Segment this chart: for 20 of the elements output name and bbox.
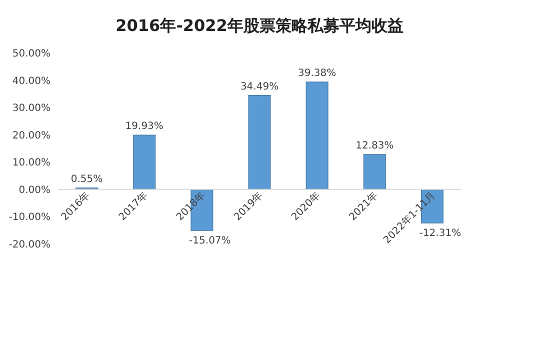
y-tick-label: -20.00% (8, 240, 50, 250)
y-tick-label: 0.00% (18, 184, 50, 196)
data-label: -15.07% (189, 236, 231, 247)
bar (363, 154, 386, 190)
y-tick-label: 10.00% (12, 158, 50, 169)
bar (248, 95, 271, 190)
y-tick-label: 50.00% (12, 48, 50, 60)
bar (306, 82, 328, 190)
chart-title: 2016年-2022年股票策略私募平均收益 (116, 16, 404, 35)
bar (133, 134, 156, 190)
data-label: 39.38% (298, 68, 336, 79)
data-label: 19.93% (125, 121, 164, 132)
data-label: 0.55% (70, 174, 103, 185)
y-tick-label: 30.00% (12, 103, 50, 114)
y-tick-label: -10.00% (8, 212, 50, 224)
y-tick-label: 20.00% (12, 130, 50, 142)
data-label: -12.31% (419, 228, 462, 240)
data-label: 34.49% (240, 81, 279, 92)
y-tick-label: 40.00% (12, 76, 50, 87)
data-label: 12.83% (356, 140, 394, 152)
